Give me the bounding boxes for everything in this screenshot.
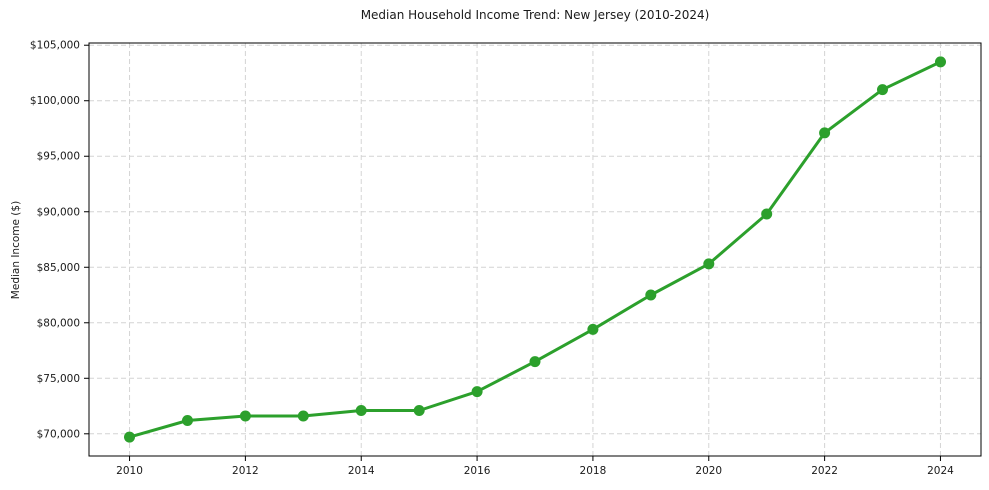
y-tick-label: $70,000: [37, 428, 80, 440]
data-point-2018: [587, 323, 599, 335]
data-point-2015: [413, 405, 425, 416]
data-point-2019: [645, 289, 657, 301]
data-point-2020: [703, 258, 715, 270]
data-point-2013: [297, 410, 309, 422]
data-point-2010: [124, 431, 135, 443]
data-point-2017: [529, 356, 541, 368]
data-point-2022: [819, 127, 831, 139]
y-tick-label: $105,000: [30, 40, 80, 52]
data-point-2011: [182, 415, 193, 426]
y-tick-label: $100,000: [30, 95, 80, 107]
x-tick-label: 2024: [927, 465, 954, 477]
x-tick-label: 2016: [464, 465, 491, 477]
data-point-2021: [761, 208, 773, 220]
x-tick-label: 2018: [580, 465, 607, 477]
y-tick-label: $95,000: [37, 151, 80, 163]
data-point-2014: [355, 405, 367, 416]
y-tick-label: $80,000: [37, 317, 80, 329]
chart-title: Median Household Income Trend: New Jerse…: [360, 8, 710, 22]
x-tick-label: 2020: [695, 465, 722, 477]
data-point-2016: [471, 386, 483, 398]
trend-line: [128, 60, 942, 439]
x-tick-label: 2012: [232, 465, 259, 477]
y-tick-label: $85,000: [37, 262, 80, 274]
y-tick-label: $75,000: [37, 373, 80, 385]
data-point-2023: [877, 84, 888, 96]
plot-border: [88, 42, 982, 457]
x-tick-label: 2014: [348, 465, 375, 477]
x-tick-label: 2010: [116, 465, 143, 477]
x-tick-label: 2022: [811, 465, 838, 477]
data-point-2012: [239, 410, 251, 422]
data-point-2024: [935, 56, 946, 68]
y-tick-label: $90,000: [37, 206, 80, 218]
